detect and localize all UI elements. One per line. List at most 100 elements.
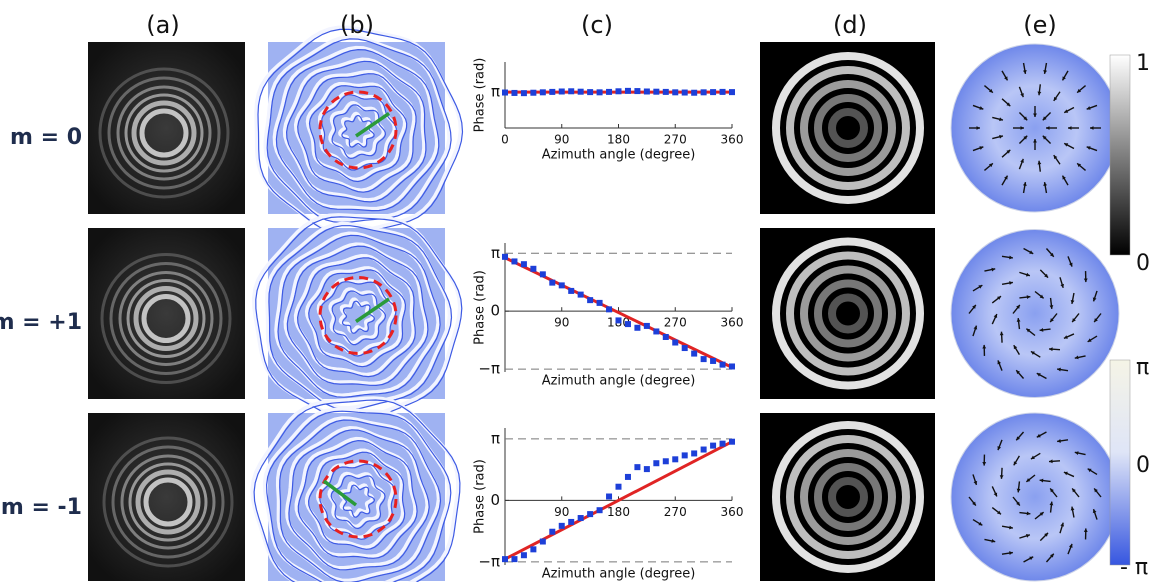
data-point: [681, 89, 688, 96]
arrow-head: [1068, 262, 1073, 267]
arrow-head: [1016, 436, 1021, 441]
data-point: [634, 88, 641, 95]
phase-fringe: [252, 213, 462, 422]
arrow-head: [1083, 528, 1088, 532]
arrow-head: [1044, 532, 1049, 537]
y-axis-label: Phase (rad): [473, 459, 488, 534]
phase-fringe: [283, 242, 428, 386]
arrow-head: [1039, 294, 1044, 299]
data-point: [577, 515, 584, 522]
arrow-head: [1064, 109, 1069, 113]
data-point: [558, 522, 565, 529]
phase-fringe: [272, 45, 439, 211]
data-point: [643, 88, 650, 95]
arrow-head: [1026, 328, 1031, 333]
y-tick-label: 0: [490, 302, 500, 320]
data-point: [624, 321, 631, 328]
data-point: [662, 88, 669, 95]
data-point: [615, 317, 622, 324]
arrow-head: [1037, 91, 1042, 96]
x-tick-label: 180: [607, 133, 630, 147]
phase-fringe: [307, 451, 406, 550]
phase-fringe: [296, 257, 416, 378]
ring: [131, 100, 197, 166]
phase-fringe: [327, 471, 385, 529]
x-tick-label: 360: [721, 133, 744, 147]
data-point: [520, 552, 527, 559]
arrow-head: [1083, 278, 1088, 283]
data-point: [606, 88, 613, 95]
arrow-head: [1043, 182, 1048, 186]
x-axis-label: Azimuth angle (degree): [542, 148, 696, 163]
data-point: [672, 89, 679, 96]
ring: [828, 477, 868, 517]
data-point: [549, 88, 556, 95]
data-point: [672, 339, 679, 346]
phase-fringe: [263, 35, 451, 223]
phase-fringe: [262, 407, 451, 582]
data-point: [643, 322, 650, 329]
data-point: [691, 89, 698, 96]
colorbar: [1109, 359, 1131, 566]
arrow-head: [1039, 478, 1044, 483]
phase-fringe: [328, 101, 386, 159]
arrow-head: [1033, 139, 1037, 143]
data-point: [634, 324, 641, 331]
image-panels: [88, 25, 1120, 582]
arrow-head: [1049, 305, 1054, 309]
arrow-head: [979, 146, 984, 150]
data-point: [587, 89, 594, 96]
arrow-head: [982, 462, 987, 466]
arrow-head: [1026, 295, 1031, 299]
arrow-head: [973, 325, 978, 330]
reference-radius: [355, 297, 391, 323]
x-tick-label: 270: [664, 505, 687, 519]
x-tick-label: 360: [721, 316, 744, 330]
ring: [111, 445, 225, 559]
ring: [116, 85, 212, 181]
arrow-head: [997, 296, 1001, 300]
data-point: [710, 89, 717, 96]
phase-fringe: [288, 429, 430, 571]
arrow-head: [1009, 281, 1013, 285]
data-point: [710, 357, 717, 364]
data-point: [530, 546, 537, 553]
phase-fringe: [265, 221, 452, 410]
phase-fringe: [328, 287, 386, 345]
data-point: [653, 88, 660, 95]
arrow-head: [1022, 182, 1027, 186]
data-point: [615, 88, 622, 95]
x-tick-label: 360: [721, 505, 744, 519]
fit-line: [504, 256, 733, 369]
arrow-head: [1063, 335, 1068, 339]
ring: [828, 293, 868, 334]
phase-fringe: [254, 25, 463, 236]
arrow-head: [1062, 175, 1066, 180]
reference-radius: [355, 111, 391, 138]
data-point: [653, 328, 660, 335]
arrow-head: [1068, 126, 1072, 130]
arrow-head: [1044, 273, 1049, 278]
arrow-head: [1039, 328, 1044, 332]
data-point: [662, 333, 669, 340]
arrow-head: [1072, 488, 1076, 493]
arrow-head: [1030, 455, 1035, 460]
ring: [828, 108, 868, 148]
phase-fringe: [266, 38, 452, 224]
ring: [124, 93, 204, 173]
arrow-head: [988, 163, 993, 168]
y-tick-label: 0: [490, 491, 500, 509]
ring: [141, 294, 191, 343]
reference-circle: [318, 90, 398, 170]
arrow-head: [978, 521, 983, 526]
arrow-head: [1049, 459, 1053, 464]
arrow-head: [1057, 439, 1061, 443]
arrow-head: [1077, 163, 1082, 168]
arrow-head: [1060, 522, 1065, 527]
phase-fringe: [294, 436, 417, 559]
data-point: [587, 297, 594, 304]
arrow-head: [1049, 347, 1053, 352]
arrow-head: [999, 117, 1003, 122]
ring: [814, 463, 882, 531]
